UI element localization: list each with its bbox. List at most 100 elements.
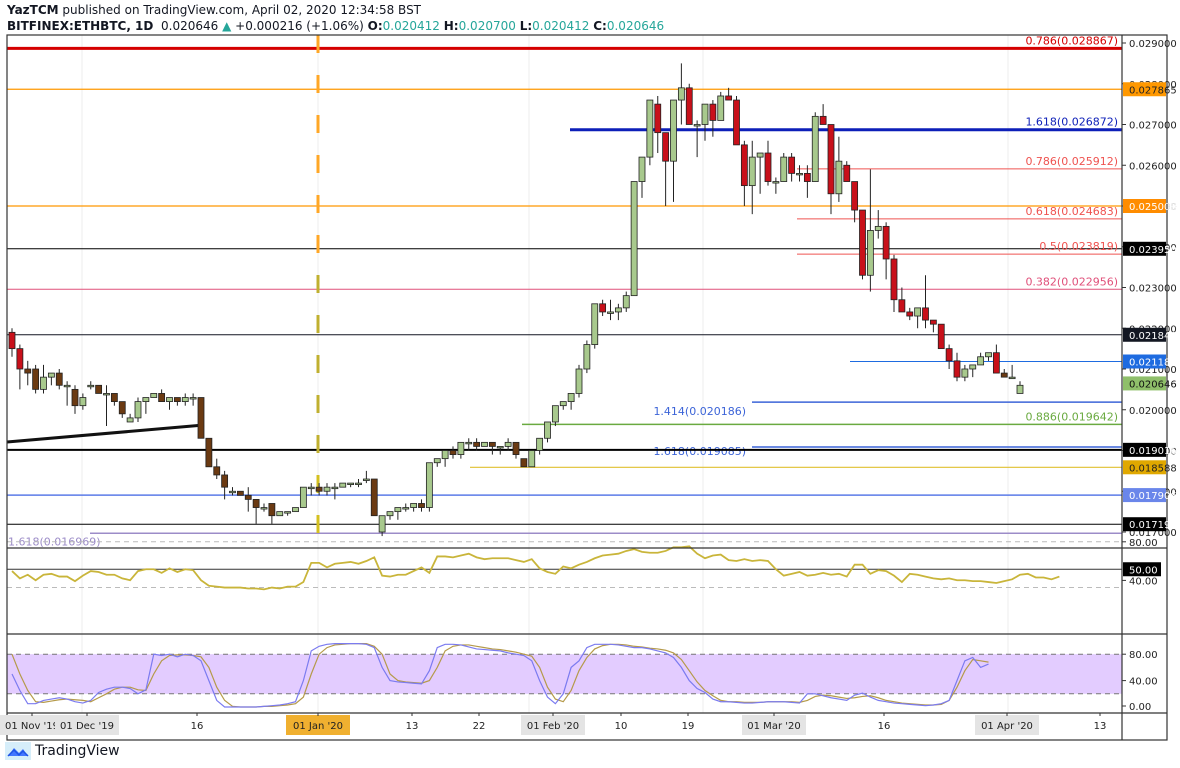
candle xyxy=(803,172,811,182)
candle xyxy=(55,372,63,386)
candle xyxy=(725,95,733,101)
candle xyxy=(181,397,189,402)
candle xyxy=(457,441,465,455)
candle xyxy=(71,388,79,407)
candle xyxy=(638,156,646,182)
price-tag xyxy=(1123,488,1166,503)
candle xyxy=(583,344,591,370)
last-price: 0.020646 xyxy=(161,19,219,33)
time-tag xyxy=(0,715,64,735)
candle xyxy=(780,156,788,182)
candle xyxy=(347,482,355,486)
trendline xyxy=(6,423,205,444)
candle xyxy=(465,441,473,445)
candle xyxy=(599,303,607,313)
candle xyxy=(299,486,307,508)
close-value: 0.020646 xyxy=(606,19,665,33)
candle xyxy=(945,348,953,362)
rsi-panel xyxy=(7,541,1122,591)
candle xyxy=(622,295,630,309)
candle xyxy=(158,393,166,403)
fib-level-label: 1.618(0.019085) xyxy=(653,445,746,458)
price-axis[interactable]: 0.0290000.0280000.0270000.0260000.025000… xyxy=(1122,39,1177,713)
fib-level-label: 0.886(0.019642) xyxy=(1025,410,1118,423)
candle xyxy=(205,437,213,468)
price-tag-label: 0.021840 xyxy=(1129,331,1177,342)
candle xyxy=(544,421,551,439)
candle xyxy=(134,401,142,419)
candle xyxy=(1000,372,1008,378)
candle xyxy=(402,507,410,510)
time-tick: 01 Apr '20 xyxy=(981,721,1033,732)
candle xyxy=(520,458,528,468)
candle xyxy=(418,503,425,508)
symbol-legend: BITFINEX:ETHBTC, 1D 0.020646 ▲ +0.000216… xyxy=(7,19,664,33)
candle xyxy=(284,511,292,514)
stoch-tick: 40.00 xyxy=(1129,677,1158,688)
candle xyxy=(882,225,890,260)
price-tag-label: 0.025000 xyxy=(1129,202,1177,213)
price-change: +0.000216 (+1.06%) xyxy=(235,19,364,33)
candle xyxy=(307,486,315,490)
candle xyxy=(811,115,819,182)
price-tag-label: 0.018588 xyxy=(1129,463,1177,474)
fib-level-label: 1.618(0.026872) xyxy=(1025,116,1118,129)
candle xyxy=(410,503,418,508)
candle xyxy=(323,486,331,492)
time-tag xyxy=(55,715,119,735)
candle xyxy=(260,507,268,510)
fib-level-label: 0.382(0.022956) xyxy=(1025,275,1118,288)
price-tag xyxy=(1123,82,1166,97)
price-tag xyxy=(1123,517,1166,532)
time-tick: 01 Feb '20 xyxy=(527,721,579,732)
candle xyxy=(425,462,433,508)
annotations xyxy=(6,35,320,533)
open-value: 0.020412 xyxy=(382,19,440,33)
candle xyxy=(496,446,504,449)
candle xyxy=(276,511,284,517)
price-tag xyxy=(1123,354,1166,369)
stoch-rsi-panel xyxy=(7,643,1122,708)
candle xyxy=(32,368,40,390)
candle xyxy=(504,441,512,447)
candle xyxy=(355,482,362,486)
price-tag-label: 0.027865 xyxy=(1129,85,1177,96)
candle xyxy=(906,311,914,317)
candle xyxy=(685,87,693,125)
price-tag xyxy=(1123,460,1166,475)
candle xyxy=(630,181,638,297)
low-value: 0.020412 xyxy=(532,19,590,33)
candle xyxy=(677,87,685,101)
stoch-d-line xyxy=(11,643,989,708)
rsi-tick: 50.00 xyxy=(1129,565,1158,576)
candle xyxy=(559,401,567,407)
low-label: L: xyxy=(519,19,533,33)
stoch-tick: 80.00 xyxy=(1129,650,1158,661)
candle xyxy=(339,482,347,488)
stoch-k-line xyxy=(11,643,989,708)
brand-name: TradingView xyxy=(35,743,120,759)
candle xyxy=(1016,384,1024,394)
time-tag xyxy=(286,715,350,735)
time-tag xyxy=(975,715,1039,735)
candle xyxy=(378,515,386,533)
time-axis[interactable]: 01 Nov '19 01 Dec '19 16 01 Jan '20 13 22 01 F… xyxy=(0,713,1106,735)
candle xyxy=(929,319,937,325)
candle xyxy=(197,397,205,439)
candle xyxy=(851,181,859,211)
price-tag-label: 0.021184 xyxy=(1129,358,1177,369)
candle xyxy=(370,478,378,517)
candle xyxy=(835,160,843,195)
candle xyxy=(103,393,110,396)
candle xyxy=(662,132,670,162)
candlestick-series xyxy=(8,63,1024,537)
price-tick: 0.021000 xyxy=(1129,365,1177,376)
candle xyxy=(756,152,764,158)
candle xyxy=(693,124,701,127)
candle xyxy=(488,441,496,447)
candle xyxy=(87,384,95,388)
candle xyxy=(717,95,725,121)
candle xyxy=(937,323,945,350)
candle xyxy=(748,156,756,187)
